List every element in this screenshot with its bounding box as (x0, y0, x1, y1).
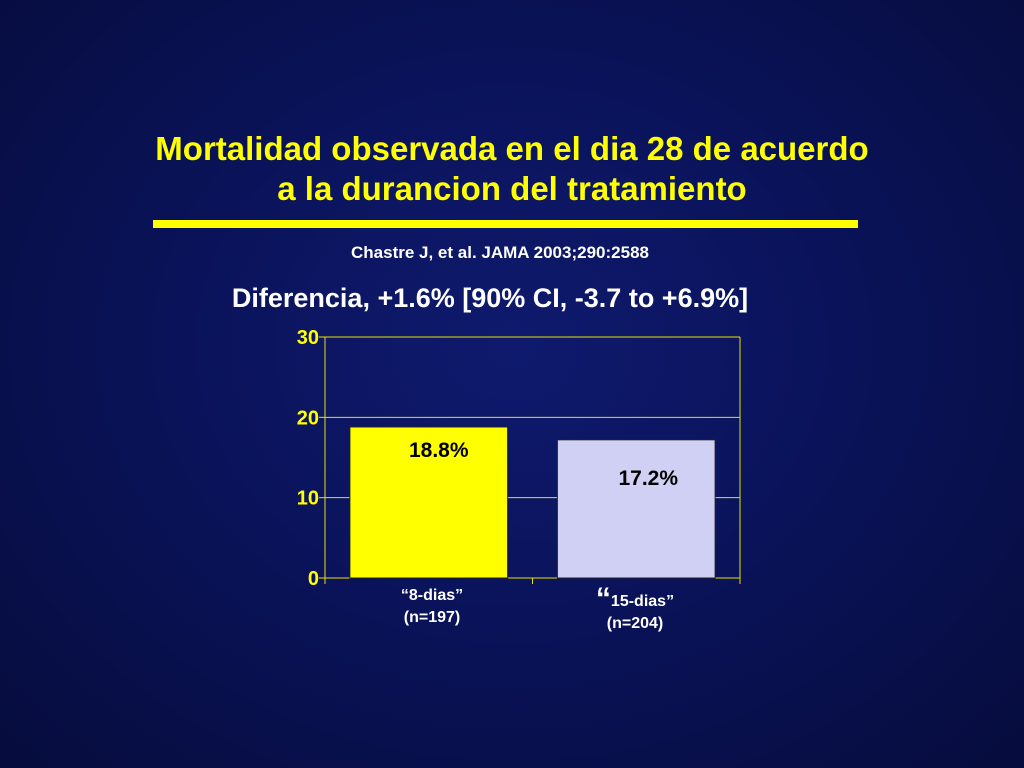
title-underline-rule (153, 220, 858, 228)
y-tick-label: 0 (308, 568, 319, 590)
y-tick-label: 10 (297, 488, 319, 510)
y-tick-label: 30 (297, 327, 319, 349)
category-label-8-dias: “8-dias” (n=197) (352, 585, 512, 629)
category-label-line: (n=197) (403, 609, 461, 626)
chart-subtitle: Diferencia, +1.6% [90% CI, -3.7 to +6.9%… (231, 283, 749, 313)
category-label-line: 15-dias” (610, 593, 675, 610)
y-tick-label: 20 (297, 407, 319, 429)
category-label-quote: “ (595, 582, 611, 615)
bar-value-label: 17.2% (618, 467, 678, 490)
category-label-line: (n=204) (606, 615, 664, 632)
bar-value-label: 18.8% (409, 439, 469, 462)
slide-title-line-1: Mortalidad observada en el dia 28 de acu… (155, 130, 869, 167)
category-label-15-dias: “15-dias” (n=204) (555, 584, 715, 635)
category-label-line: “8-dias” (400, 587, 464, 604)
bar-2 (556, 439, 716, 579)
citation: Chastre J, et al. JAMA 2003;290:2588 (351, 243, 649, 262)
bar-1 (349, 426, 509, 579)
slide-title-line-2: a la durancion del tratamiento (277, 170, 747, 207)
